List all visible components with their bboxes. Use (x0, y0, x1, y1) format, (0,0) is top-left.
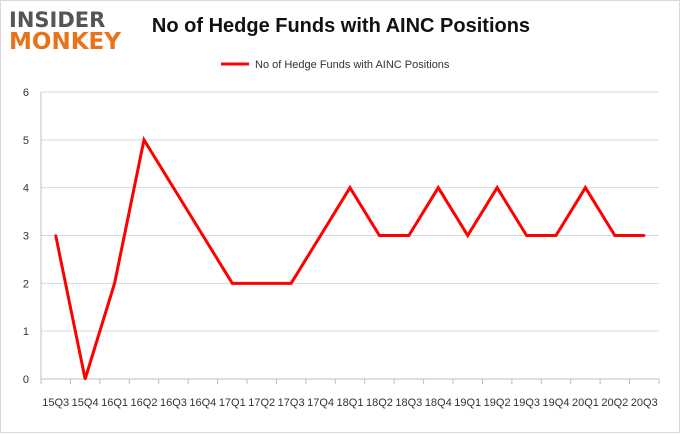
x-tick-label: 17Q2 (248, 397, 275, 409)
x-tick-label: 20Q1 (572, 397, 599, 409)
y-tick-label: 6 (23, 87, 29, 99)
series-line-0 (54, 135, 645, 380)
x-tick-label: 18Q1 (337, 397, 364, 409)
data-point (142, 138, 146, 142)
data-point (613, 234, 617, 237)
y-tick-label: 3 (23, 231, 29, 243)
y-tick-label: 1 (23, 326, 29, 338)
x-tick-label: 16Q2 (131, 397, 158, 409)
y-tick-label: 0 (23, 374, 29, 386)
data-point (54, 234, 57, 237)
x-tick-label: 18Q2 (366, 397, 393, 409)
x-tick-label: 18Q3 (395, 397, 422, 409)
x-tick-label: 16Q3 (160, 397, 187, 409)
x-tick-label: 15Q4 (72, 397, 99, 409)
data-point (319, 234, 322, 237)
data-point (378, 234, 381, 237)
x-tick-label: 19Q3 (513, 397, 540, 409)
data-point (525, 234, 528, 237)
y-tick-label: 5 (23, 135, 29, 147)
data-point (289, 282, 293, 285)
data-point (113, 282, 116, 285)
x-tick-label: 17Q4 (307, 397, 334, 409)
legend-label: No of Hedge Funds with AINC Positions (255, 59, 450, 71)
data-point (495, 186, 499, 189)
data-point (437, 186, 440, 189)
logo-line1: INSIDER (9, 8, 106, 32)
x-tick-label: 16Q1 (101, 397, 128, 409)
x-tick-label: 19Q4 (543, 397, 570, 409)
x-tick-label: 16Q4 (189, 397, 216, 409)
logo-line2: MONKEY (9, 29, 121, 55)
x-tick-label: 20Q2 (601, 397, 628, 409)
data-point (554, 234, 558, 237)
data-point (584, 186, 587, 189)
chart-title: No of Hedge Funds with AINC Positions (151, 15, 531, 37)
data-point (643, 234, 646, 237)
x-tick-label: 15Q3 (42, 397, 69, 409)
data-point (172, 186, 175, 189)
x-tick-label: 18Q4 (425, 397, 452, 409)
data-point (83, 377, 87, 381)
y-tick-label: 2 (23, 278, 29, 290)
data-point (407, 234, 411, 237)
data-point (466, 234, 469, 237)
data-point (201, 234, 205, 237)
x-tick-label: 19Q1 (454, 397, 481, 409)
x-tick-label: 19Q2 (484, 397, 511, 409)
x-tick-label: 17Q3 (278, 397, 305, 409)
data-point (348, 186, 352, 189)
x-tick-label: 17Q1 (219, 397, 246, 409)
data-point (231, 282, 234, 285)
y-tick-label: 4 (23, 183, 29, 195)
x-tick-label: 20Q3 (631, 397, 658, 409)
data-point (260, 282, 263, 285)
insider-monkey-logo: INSIDER MONKEY (9, 9, 129, 61)
